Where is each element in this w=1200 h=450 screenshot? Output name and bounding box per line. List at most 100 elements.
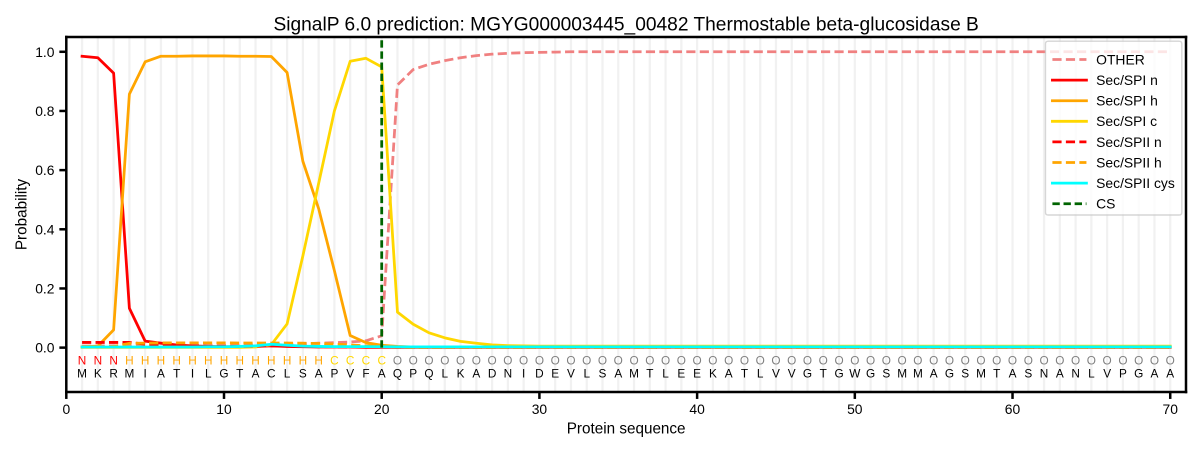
svg-text:M: M [913,367,923,381]
svg-text:H: H [204,353,213,367]
svg-text:A: A [1056,367,1064,381]
svg-text:H: H [314,353,323,367]
svg-text:O: O [756,353,765,367]
svg-text:O: O [1071,353,1080,367]
svg-text:S: S [882,367,890,381]
svg-text:G: G [803,367,812,381]
svg-text:L: L [662,367,669,381]
svg-text:O: O [1039,353,1048,367]
svg-text:O: O [945,353,954,367]
svg-text:O: O [819,353,828,367]
svg-text:E: E [551,367,559,381]
svg-text:M: M [77,367,87,381]
svg-text:O: O [724,353,733,367]
svg-text:T: T [236,367,243,381]
svg-text:W: W [849,367,861,381]
svg-text:O: O [708,353,717,367]
svg-text:Sec/SPII h: Sec/SPII h [1096,154,1162,170]
svg-text:Sec/SPI n: Sec/SPI n [1096,72,1158,88]
svg-text:C: C [330,353,339,367]
svg-text:K: K [457,367,465,381]
svg-text:V: V [346,367,354,381]
svg-text:G: G [1134,367,1143,381]
svg-text:A: A [725,367,733,381]
svg-text:N: N [504,367,513,381]
svg-text:V: V [788,367,796,381]
svg-text:O: O [913,353,922,367]
svg-text:L: L [583,367,590,381]
svg-text:A: A [1009,367,1017,381]
svg-text:L: L [284,367,291,381]
svg-text:M: M [976,367,986,381]
svg-text:H: H [299,353,308,367]
svg-text:A: A [315,367,323,381]
svg-text:O: O [787,353,796,367]
svg-text:E: E [677,367,685,381]
svg-text:O: O [551,353,560,367]
svg-text:Probability: Probability [13,178,30,250]
svg-text:O: O [898,353,907,367]
svg-text:50: 50 [847,401,863,417]
svg-text:N: N [94,353,103,367]
svg-text:M: M [124,367,134,381]
svg-text:Q: Q [393,367,402,381]
svg-text:0.0: 0.0 [35,340,55,356]
svg-text:H: H [267,353,276,367]
svg-text:SignalP 6.0 prediction: MGYG00: SignalP 6.0 prediction: MGYG000003445_00… [273,15,978,36]
svg-text:O: O [882,353,891,367]
svg-text:N: N [1040,367,1049,381]
svg-text:0.8: 0.8 [35,103,55,119]
svg-text:O: O [645,353,654,367]
svg-text:Q: Q [424,367,433,381]
svg-text:H: H [141,353,150,367]
svg-text:Sec/SPII n: Sec/SPII n [1096,134,1162,150]
svg-text:O: O [1150,353,1159,367]
svg-text:R: R [109,367,118,381]
svg-text:O: O [629,353,638,367]
svg-text:0.6: 0.6 [35,162,55,178]
svg-text:O: O [771,353,780,367]
svg-text:S: S [599,367,607,381]
svg-text:I: I [144,367,147,381]
svg-text:O: O [503,353,512,367]
svg-text:C: C [346,353,355,367]
svg-text:D: D [488,367,497,381]
svg-text:K: K [94,367,102,381]
svg-text:Sec/SPII cys: Sec/SPII cys [1096,175,1175,191]
svg-text:O: O [535,353,544,367]
svg-text:T: T [173,367,180,381]
svg-text:Sec/SPI c: Sec/SPI c [1096,113,1157,129]
svg-text:O: O [677,353,686,367]
svg-text:L: L [1088,367,1095,381]
svg-text:O: O [409,353,418,367]
svg-text:C: C [267,367,276,381]
svg-text:0.4: 0.4 [35,221,55,237]
svg-text:H: H [157,353,166,367]
svg-text:A: A [378,367,386,381]
svg-text:0: 0 [62,401,70,417]
svg-text:O: O [1103,353,1112,367]
svg-text:H: H [172,353,181,367]
svg-text:O: O [488,353,497,367]
svg-text:A: A [1166,367,1174,381]
svg-text:60: 60 [1005,401,1021,417]
svg-text:V: V [567,367,575,381]
svg-text:A: A [472,367,480,381]
svg-text:0.2: 0.2 [35,280,55,296]
svg-text:O: O [472,353,481,367]
svg-text:I: I [522,367,525,381]
svg-text:C: C [377,353,386,367]
svg-text:S: S [299,367,307,381]
svg-text:O: O [598,353,607,367]
svg-text:H: H [283,353,292,367]
svg-text:L: L [442,367,449,381]
svg-text:H: H [220,353,229,367]
svg-text:O: O [440,353,449,367]
svg-text:O: O [393,353,402,367]
svg-text:K: K [709,367,717,381]
svg-text:D: D [535,367,544,381]
svg-text:O: O [976,353,985,367]
svg-text:O: O [693,353,702,367]
svg-text:P: P [409,367,417,381]
svg-text:OTHER: OTHER [1096,51,1145,67]
